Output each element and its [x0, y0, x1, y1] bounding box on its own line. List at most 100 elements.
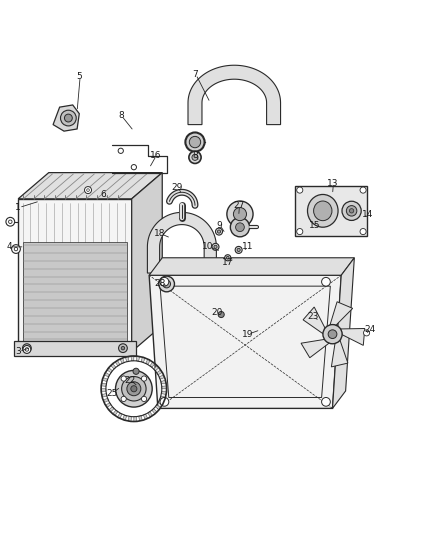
Circle shape	[218, 311, 224, 318]
Circle shape	[192, 154, 198, 160]
Circle shape	[297, 229, 303, 235]
Polygon shape	[148, 411, 153, 417]
Polygon shape	[125, 357, 129, 362]
Circle shape	[116, 370, 152, 407]
Polygon shape	[128, 416, 131, 422]
Polygon shape	[103, 398, 109, 402]
Ellipse shape	[314, 201, 332, 221]
Text: 15: 15	[309, 221, 321, 230]
Circle shape	[189, 136, 201, 148]
Circle shape	[162, 280, 170, 288]
Text: 3: 3	[15, 347, 21, 356]
Circle shape	[236, 223, 244, 231]
Text: 8: 8	[118, 111, 124, 120]
Circle shape	[225, 255, 231, 261]
Text: 27: 27	[233, 201, 244, 210]
Circle shape	[23, 345, 31, 353]
Polygon shape	[113, 410, 118, 416]
Text: 29: 29	[172, 183, 183, 192]
Circle shape	[141, 376, 147, 381]
Text: 6: 6	[100, 190, 106, 199]
Circle shape	[350, 208, 354, 213]
Polygon shape	[14, 341, 136, 356]
Text: 16: 16	[150, 151, 162, 160]
Circle shape	[342, 201, 361, 221]
Circle shape	[346, 206, 357, 216]
Polygon shape	[120, 358, 124, 364]
Circle shape	[230, 217, 250, 237]
Polygon shape	[143, 414, 148, 419]
Circle shape	[160, 398, 169, 406]
Circle shape	[64, 114, 72, 122]
Polygon shape	[341, 328, 365, 345]
Circle shape	[321, 277, 330, 286]
Polygon shape	[139, 416, 142, 421]
Text: 23: 23	[307, 312, 318, 321]
Polygon shape	[134, 417, 137, 422]
Polygon shape	[158, 401, 163, 405]
Circle shape	[189, 151, 201, 164]
Polygon shape	[146, 359, 150, 365]
Circle shape	[133, 368, 139, 374]
Polygon shape	[162, 386, 166, 389]
Polygon shape	[148, 212, 216, 273]
Text: 18: 18	[154, 229, 166, 238]
Circle shape	[226, 256, 229, 259]
Polygon shape	[109, 407, 114, 412]
Circle shape	[297, 187, 303, 193]
Text: 13: 13	[327, 179, 338, 188]
Text: 10: 10	[202, 243, 214, 252]
Polygon shape	[159, 375, 165, 379]
Text: 17: 17	[222, 257, 233, 266]
Circle shape	[328, 330, 337, 338]
Polygon shape	[101, 383, 106, 386]
Circle shape	[235, 246, 242, 253]
Circle shape	[121, 397, 126, 401]
Circle shape	[215, 228, 223, 235]
Circle shape	[212, 244, 219, 251]
Circle shape	[127, 382, 141, 395]
Circle shape	[364, 330, 370, 336]
Polygon shape	[303, 307, 325, 334]
Polygon shape	[117, 413, 122, 418]
Text: 20: 20	[211, 308, 223, 317]
Circle shape	[323, 325, 342, 344]
Ellipse shape	[307, 195, 338, 227]
Polygon shape	[132, 173, 162, 352]
Polygon shape	[160, 396, 166, 400]
Text: 11: 11	[242, 243, 253, 252]
Circle shape	[119, 344, 127, 352]
Circle shape	[360, 187, 366, 193]
Polygon shape	[157, 370, 162, 375]
Text: 1: 1	[15, 203, 21, 212]
Polygon shape	[330, 302, 353, 325]
Circle shape	[6, 217, 14, 226]
Polygon shape	[332, 340, 348, 367]
Polygon shape	[18, 199, 132, 352]
Polygon shape	[149, 275, 341, 408]
Circle shape	[122, 376, 146, 401]
Polygon shape	[22, 241, 127, 348]
Polygon shape	[102, 393, 107, 397]
Circle shape	[360, 229, 366, 235]
Polygon shape	[102, 377, 108, 382]
Text: 7: 7	[192, 70, 198, 79]
Circle shape	[25, 346, 28, 350]
Polygon shape	[149, 258, 354, 275]
Circle shape	[121, 376, 126, 381]
Polygon shape	[111, 364, 116, 369]
Circle shape	[321, 398, 330, 406]
Polygon shape	[301, 340, 329, 358]
Circle shape	[60, 110, 76, 126]
Text: 9: 9	[216, 221, 222, 230]
Text: 5: 5	[76, 72, 82, 81]
Text: 8: 8	[192, 151, 198, 160]
Circle shape	[227, 201, 253, 227]
Polygon shape	[131, 356, 134, 361]
Text: 14: 14	[362, 209, 373, 219]
Circle shape	[131, 386, 137, 392]
Polygon shape	[104, 373, 110, 377]
Circle shape	[214, 245, 217, 248]
Text: 4: 4	[7, 243, 12, 252]
Polygon shape	[161, 391, 166, 394]
